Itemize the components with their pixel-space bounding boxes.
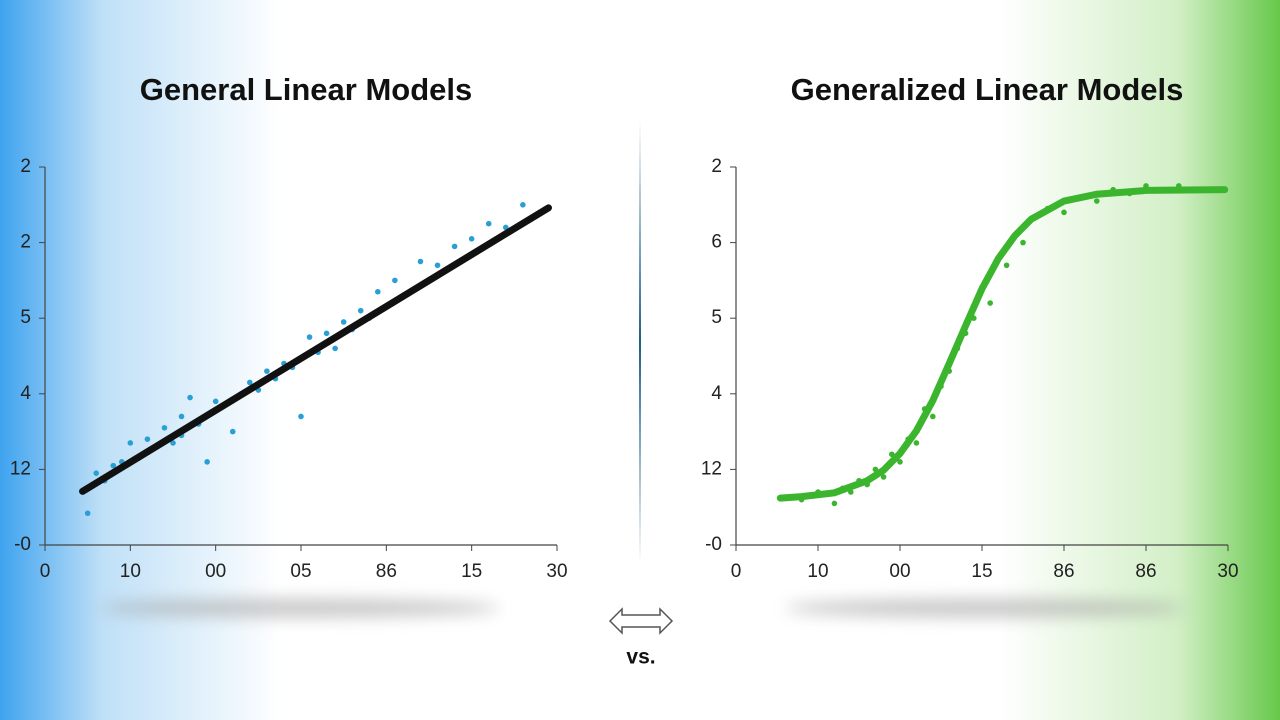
data-point bbox=[323, 330, 330, 337]
y-tick-label: 4 bbox=[711, 383, 722, 404]
chart-title: Generalized Linear Models bbox=[791, 72, 1184, 107]
data-point bbox=[880, 474, 887, 480]
data-point bbox=[434, 262, 441, 269]
x-tick-label: 30 bbox=[546, 561, 567, 582]
data-point bbox=[987, 300, 993, 306]
data-point bbox=[187, 394, 193, 401]
x-tick-label: 0 bbox=[40, 561, 51, 582]
data-point bbox=[1061, 209, 1067, 216]
data-point bbox=[144, 436, 151, 442]
data-point bbox=[247, 379, 253, 386]
fit-line bbox=[79, 204, 552, 495]
double-arrow bbox=[608, 607, 674, 635]
data-point bbox=[1020, 239, 1026, 246]
data-point bbox=[340, 319, 347, 325]
x-tick-label: 00 bbox=[889, 561, 910, 582]
data-point bbox=[264, 368, 270, 374]
data-point bbox=[417, 258, 424, 265]
data-point bbox=[110, 462, 117, 469]
chart-title: General Linear Models bbox=[140, 72, 473, 107]
x-tick-label: 15 bbox=[461, 561, 482, 582]
data-point bbox=[392, 277, 398, 284]
y-tick-label: 2 bbox=[711, 156, 722, 177]
data-point bbox=[178, 413, 185, 420]
data-point bbox=[520, 202, 526, 208]
data-point bbox=[930, 413, 936, 420]
data-point bbox=[93, 470, 99, 476]
x-tick-label: 00 bbox=[205, 561, 226, 582]
data-point bbox=[375, 288, 381, 295]
y-tick-label: 12 bbox=[701, 458, 722, 479]
y-tick-label: 12 bbox=[10, 458, 31, 479]
data-point bbox=[831, 500, 838, 507]
data-point bbox=[212, 398, 219, 405]
x-tick-label: 10 bbox=[120, 561, 141, 582]
data-point bbox=[84, 510, 91, 517]
x-tick-label: 86 bbox=[1053, 561, 1074, 582]
data-point bbox=[204, 459, 210, 465]
data-point bbox=[897, 459, 903, 465]
y-tick-label: 5 bbox=[711, 307, 722, 328]
shadow bbox=[100, 599, 500, 617]
data-point bbox=[306, 334, 313, 340]
data-point bbox=[161, 425, 168, 431]
y-tick-label: 4 bbox=[20, 383, 31, 404]
data-point bbox=[913, 440, 920, 446]
data-point bbox=[1094, 198, 1100, 204]
data-point bbox=[451, 243, 458, 250]
y-tick-label: -0 bbox=[14, 534, 31, 555]
data-point bbox=[170, 440, 176, 446]
x-tick-label: 15 bbox=[971, 561, 992, 582]
x-tick-label: 0 bbox=[731, 561, 742, 582]
data-point bbox=[298, 413, 304, 420]
x-tick-label: 86 bbox=[1135, 561, 1156, 582]
data-point bbox=[468, 236, 475, 242]
x-tick-label: 86 bbox=[376, 561, 397, 582]
y-tick-label: 2 bbox=[20, 232, 31, 253]
fit-line bbox=[776, 186, 1229, 502]
data-point bbox=[1003, 262, 1010, 269]
divider bbox=[639, 120, 641, 565]
data-point bbox=[485, 220, 492, 227]
shadow bbox=[785, 599, 1185, 617]
y-tick-label: 5 bbox=[20, 307, 31, 328]
y-tick-label: 2 bbox=[20, 156, 31, 177]
data-point bbox=[357, 307, 364, 314]
data-point bbox=[127, 440, 134, 446]
x-tick-label: 05 bbox=[290, 561, 311, 582]
x-tick-label: 10 bbox=[807, 561, 828, 582]
data-point bbox=[229, 428, 236, 435]
data-point bbox=[332, 345, 338, 352]
vs-label: vs. bbox=[626, 646, 655, 669]
x-tick-label: 30 bbox=[1217, 561, 1238, 582]
y-tick-label: -0 bbox=[705, 534, 722, 555]
y-tick-label: 6 bbox=[711, 232, 722, 253]
